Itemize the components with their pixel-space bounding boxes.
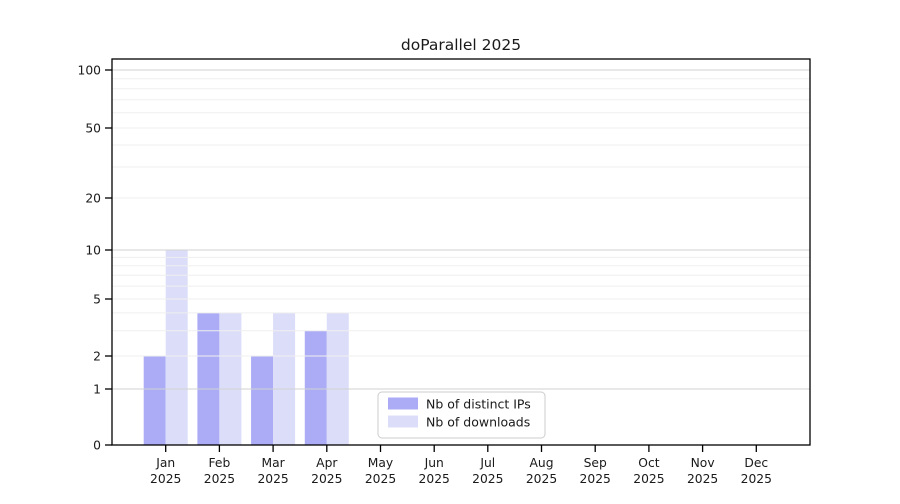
bar-downloads-feb <box>219 312 242 445</box>
x-tick-label-year-apr: 2025 <box>311 472 342 486</box>
x-tick-label-month-may: May <box>368 456 393 470</box>
y-tick-label-10: 10 <box>85 243 101 257</box>
x-tick-label-month-dec: Dec <box>744 456 768 470</box>
x-tick-label-year-may: 2025 <box>365 472 396 486</box>
x-tick-label-month-aug: Aug <box>529 456 553 470</box>
y-tick-label-0: 0 <box>93 438 101 452</box>
x-tick-label-month-oct: Oct <box>638 456 659 470</box>
bar-downloads-jan <box>165 250 188 445</box>
x-tick-label-year-jul: 2025 <box>472 472 503 486</box>
legend: Nb of distinct IPs Nb of downloads <box>377 391 546 439</box>
bar-distinct-ips-jan <box>143 356 166 445</box>
axes-layer: 0 1 2 5 10 20 50 100 Jan 2025 Feb 2025 Mar 2025 Apr 202… <box>78 58 811 486</box>
plot-border <box>111 58 811 446</box>
x-tick-label-year-nov: 2025 <box>687 472 718 486</box>
x-tick-label-year-jun: 2025 <box>419 472 450 486</box>
bar-distinct-ips-apr <box>304 330 327 445</box>
y-tick-label-5: 5 <box>93 292 101 306</box>
y-tick-label-20: 20 <box>85 191 101 205</box>
x-tick-label-month-mar: Mar <box>261 456 285 470</box>
y-tick-label-2: 2 <box>93 349 101 363</box>
legend-label-distinct-ips: Nb of distinct IPs <box>426 397 531 412</box>
y-tick-label-50: 50 <box>85 121 101 135</box>
legend-label-downloads: Nb of downloads <box>426 415 530 430</box>
x-tick-label-month-sep: Sep <box>584 456 607 470</box>
x-tick-label-year-aug: 2025 <box>526 472 557 486</box>
bars-layer <box>143 250 349 445</box>
chart-title: doParallel 2025 <box>401 36 521 54</box>
x-tick-label-month-jul: Jul <box>479 456 495 470</box>
bar-downloads-mar <box>273 312 296 445</box>
bar-distinct-ips-mar <box>251 356 274 445</box>
x-tick-label-month-jun: Jun <box>424 456 444 470</box>
gridlines-layer <box>112 69 810 390</box>
bar-distinct-ips-feb <box>197 312 220 445</box>
legend-swatch-downloads <box>388 415 418 428</box>
legend-swatch-distinct-ips <box>388 397 418 410</box>
x-tick-label-year-sep: 2025 <box>580 472 611 486</box>
x-tick-label-month-apr: Apr <box>316 456 338 470</box>
x-tick-label-year-jan: 2025 <box>150 472 181 486</box>
x-tick-label-month-jan: Jan <box>155 456 175 470</box>
bar-downloads-apr <box>326 312 349 445</box>
x-tick-label-month-feb: Feb <box>209 456 231 470</box>
y-tick-label-1: 1 <box>93 382 101 396</box>
x-tick-label-year-dec: 2025 <box>741 472 772 486</box>
y-tick-label-100: 100 <box>78 63 101 77</box>
legend-box <box>377 391 546 439</box>
x-tick-label-year-oct: 2025 <box>633 472 664 486</box>
x-tick-label-month-nov: Nov <box>691 456 715 470</box>
x-tick-label-year-mar: 2025 <box>257 472 288 486</box>
x-tick-label-year-feb: 2025 <box>204 472 235 486</box>
